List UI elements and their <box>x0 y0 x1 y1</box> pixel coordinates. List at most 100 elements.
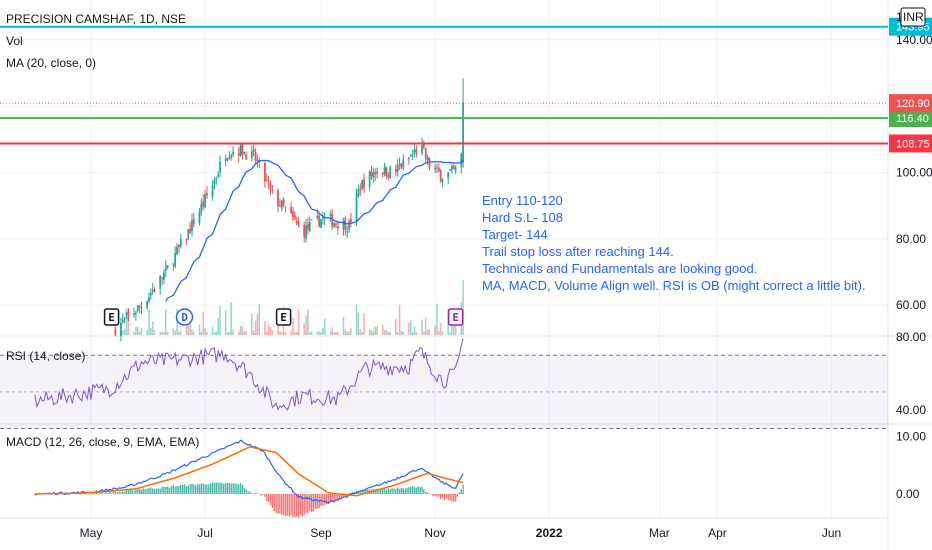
currency-badge[interactable]: INR <box>903 10 924 24</box>
candle-body[interactable] <box>125 312 128 316</box>
candle-body[interactable] <box>320 219 322 228</box>
candle-body[interactable] <box>228 157 231 159</box>
dividend-marker[interactable] <box>175 308 194 326</box>
candle-body[interactable] <box>434 167 436 170</box>
candle-body[interactable] <box>241 145 244 155</box>
candle-body[interactable] <box>164 266 167 271</box>
candle-body[interactable] <box>265 179 268 181</box>
candle-body[interactable] <box>189 228 192 234</box>
candle-body[interactable] <box>295 220 298 224</box>
candle-body[interactable] <box>329 214 332 216</box>
candle-body[interactable] <box>282 198 285 206</box>
candle-body[interactable] <box>191 220 193 232</box>
candle-body[interactable] <box>381 173 384 175</box>
candle-body[interactable] <box>166 265 169 268</box>
candle-body[interactable] <box>138 305 141 307</box>
horizontal-levels[interactable] <box>0 25 888 145</box>
candle-body[interactable] <box>409 155 412 157</box>
candle-body[interactable] <box>123 317 126 319</box>
candle-body[interactable] <box>192 219 195 225</box>
candle-body[interactable] <box>278 205 281 207</box>
candle-body[interactable] <box>460 153 463 167</box>
candle-body[interactable] <box>256 159 259 162</box>
candle-body[interactable] <box>297 222 300 226</box>
candle-body[interactable] <box>389 167 392 178</box>
candle-body[interactable] <box>428 157 431 168</box>
candle-body[interactable] <box>346 231 349 233</box>
candle-body[interactable] <box>368 171 371 187</box>
currency-badge-frame[interactable] <box>900 7 926 27</box>
candle-body[interactable] <box>161 277 163 279</box>
candle-body[interactable] <box>310 219 313 221</box>
rsi-legend[interactable]: RSI (14, close) <box>6 349 85 363</box>
candle-body[interactable] <box>426 156 429 161</box>
candle-body[interactable] <box>355 194 358 221</box>
candle-body[interactable] <box>376 171 379 174</box>
candle-body[interactable] <box>239 143 242 156</box>
macd-legend[interactable]: MACD (12, 26, close, 9, EMA, EMA) <box>6 435 199 449</box>
candle-body[interactable] <box>179 239 182 247</box>
candle-body[interactable] <box>449 169 451 171</box>
candle-body[interactable] <box>413 149 416 153</box>
candle-body[interactable] <box>224 158 227 161</box>
candle-body[interactable] <box>372 172 375 178</box>
candle-body[interactable] <box>331 213 334 227</box>
candle-body[interactable] <box>198 211 201 223</box>
candle-body[interactable] <box>293 215 296 220</box>
candle-body[interactable] <box>277 190 279 207</box>
candle-body[interactable] <box>290 207 292 214</box>
candle-body[interactable] <box>163 272 165 281</box>
candle-body[interactable] <box>316 215 319 218</box>
candle-body[interactable] <box>387 175 390 177</box>
candle-body[interactable] <box>172 264 175 266</box>
candle-body[interactable] <box>344 217 347 231</box>
candle-body[interactable] <box>336 226 339 229</box>
candle-body[interactable] <box>441 179 444 183</box>
candle-body[interactable] <box>394 168 397 172</box>
candle-body[interactable] <box>415 149 418 155</box>
candle-body[interactable] <box>396 165 399 172</box>
candle-body[interactable] <box>333 222 335 227</box>
candle-body[interactable] <box>149 292 152 296</box>
candle-body[interactable] <box>267 182 270 184</box>
candle-body[interactable] <box>269 183 272 189</box>
candle-body[interactable] <box>237 153 240 156</box>
candle-body[interactable] <box>185 238 188 240</box>
earnings-marker[interactable] <box>103 308 120 326</box>
symbol-title[interactable]: PRECISION CAMSHAF, 1D, NSE <box>6 12 186 26</box>
candle-body[interactable] <box>335 223 337 225</box>
candle-body[interactable] <box>436 167 438 169</box>
candle-body[interactable] <box>361 179 364 189</box>
candle-body[interactable] <box>206 192 208 196</box>
candle-body[interactable] <box>148 297 150 302</box>
candle-body[interactable] <box>153 289 156 291</box>
candle-body[interactable] <box>400 163 403 169</box>
earnings-marker[interactable] <box>275 308 292 326</box>
candle-body[interactable] <box>211 185 214 198</box>
candle-body[interactable] <box>348 220 350 230</box>
candle-body[interactable] <box>305 225 307 239</box>
candle-body[interactable] <box>303 224 306 237</box>
earnings-marker[interactable] <box>447 308 464 326</box>
candle-body[interactable] <box>292 210 294 217</box>
candle-body[interactable] <box>254 151 257 161</box>
candle-body[interactable] <box>134 312 137 314</box>
candle-body[interactable] <box>422 144 425 148</box>
candle-body[interactable] <box>398 164 401 166</box>
candle-body[interactable] <box>454 167 457 171</box>
candle-body[interactable] <box>308 222 311 231</box>
candle-body[interactable] <box>264 162 266 182</box>
candle-body[interactable] <box>120 322 122 336</box>
candle-body[interactable] <box>176 246 178 255</box>
candle-body[interactable] <box>140 306 143 308</box>
candle-body[interactable] <box>243 152 246 154</box>
candle-body[interactable] <box>219 161 221 173</box>
candle-body[interactable] <box>321 217 324 220</box>
candle-body[interactable] <box>215 178 218 180</box>
candle-body[interactable] <box>187 229 190 240</box>
candle-body[interactable] <box>408 158 410 160</box>
candle-body[interactable] <box>363 179 365 189</box>
candle-body[interactable] <box>226 158 229 161</box>
candle-body[interactable] <box>452 164 455 169</box>
candle-body[interactable] <box>232 151 235 155</box>
